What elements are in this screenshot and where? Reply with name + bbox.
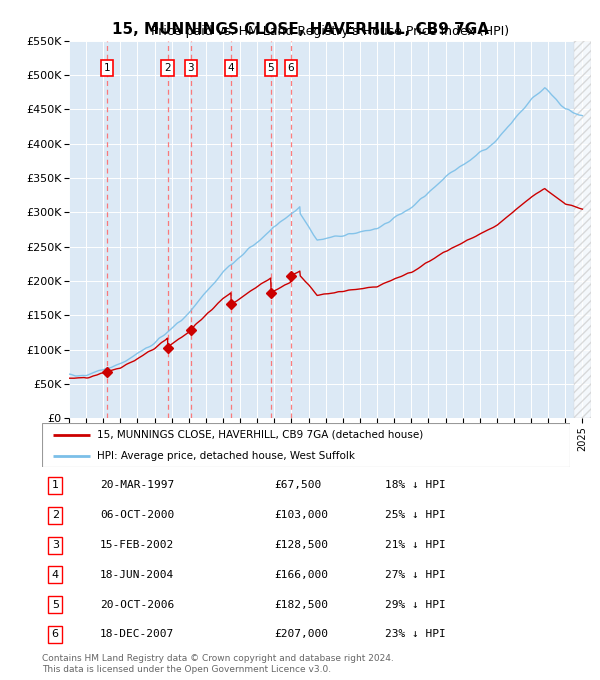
- Text: 23% ↓ HPI: 23% ↓ HPI: [385, 630, 446, 639]
- Text: 20-OCT-2006: 20-OCT-2006: [100, 600, 175, 610]
- Text: 6: 6: [287, 63, 294, 73]
- Text: 3: 3: [52, 540, 59, 550]
- Text: 18-DEC-2007: 18-DEC-2007: [100, 630, 175, 639]
- Text: £67,500: £67,500: [274, 481, 322, 490]
- Text: 18-JUN-2004: 18-JUN-2004: [100, 570, 175, 580]
- Text: 1: 1: [52, 481, 59, 490]
- Text: £128,500: £128,500: [274, 540, 328, 550]
- Text: This data is licensed under the Open Government Licence v3.0.: This data is licensed under the Open Gov…: [42, 665, 331, 674]
- Text: 15, MUNNINGS CLOSE, HAVERHILL, CB9 7GA (detached house): 15, MUNNINGS CLOSE, HAVERHILL, CB9 7GA (…: [97, 430, 424, 440]
- Text: 4: 4: [227, 63, 234, 73]
- Text: £103,000: £103,000: [274, 510, 328, 520]
- Text: 2: 2: [52, 510, 59, 520]
- Text: 20-MAR-1997: 20-MAR-1997: [100, 481, 175, 490]
- Text: Contains HM Land Registry data © Crown copyright and database right 2024.: Contains HM Land Registry data © Crown c…: [42, 654, 394, 663]
- Text: 4: 4: [52, 570, 59, 580]
- Text: 2: 2: [164, 63, 171, 73]
- Text: £207,000: £207,000: [274, 630, 328, 639]
- Text: £166,000: £166,000: [274, 570, 328, 580]
- Text: 27% ↓ HPI: 27% ↓ HPI: [385, 570, 446, 580]
- Text: 18% ↓ HPI: 18% ↓ HPI: [385, 481, 446, 490]
- Title: Price paid vs. HM Land Registry's House Price Index (HPI): Price paid vs. HM Land Registry's House …: [151, 25, 509, 38]
- Text: 3: 3: [188, 63, 194, 73]
- Text: 15-FEB-2002: 15-FEB-2002: [100, 540, 175, 550]
- Text: 5: 5: [52, 600, 59, 610]
- Text: £182,500: £182,500: [274, 600, 328, 610]
- Text: 25% ↓ HPI: 25% ↓ HPI: [385, 510, 446, 520]
- Text: 06-OCT-2000: 06-OCT-2000: [100, 510, 175, 520]
- Text: 29% ↓ HPI: 29% ↓ HPI: [385, 600, 446, 610]
- Text: 6: 6: [52, 630, 59, 639]
- Text: 15, MUNNINGS CLOSE, HAVERHILL, CB9 7GA: 15, MUNNINGS CLOSE, HAVERHILL, CB9 7GA: [112, 22, 488, 37]
- Text: 1: 1: [104, 63, 110, 73]
- Text: 21% ↓ HPI: 21% ↓ HPI: [385, 540, 446, 550]
- Text: 5: 5: [268, 63, 274, 73]
- Text: HPI: Average price, detached house, West Suffolk: HPI: Average price, detached house, West…: [97, 451, 355, 461]
